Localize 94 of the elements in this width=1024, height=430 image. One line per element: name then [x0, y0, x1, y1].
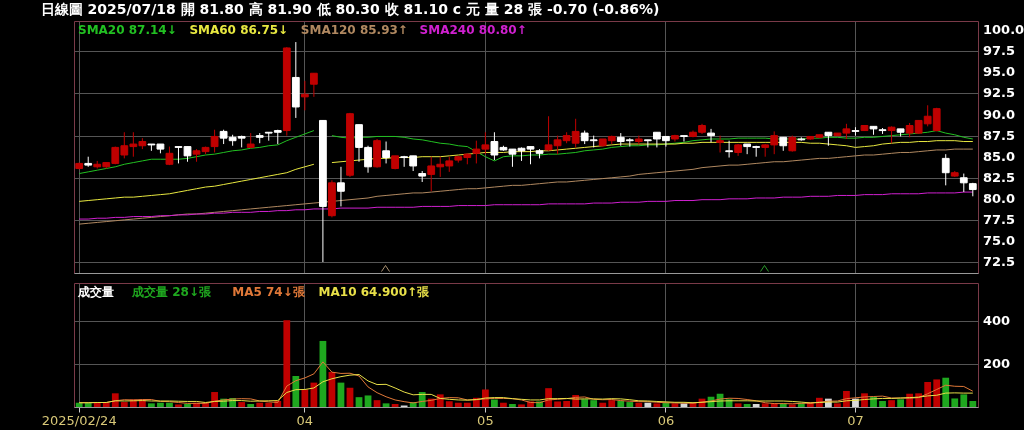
bar [301, 389, 309, 407]
y-tick-label: 100.0 [983, 22, 1024, 38]
text: SMA20 87.14↓ [78, 23, 177, 37]
bar [554, 401, 561, 407]
candlestick [707, 128, 715, 143]
line-series [78, 374, 974, 404]
bar [373, 400, 381, 407]
bar [834, 403, 841, 407]
text: SMA120 85.93↑ [300, 23, 408, 37]
line-series [78, 148, 974, 225]
text: SMA60 86.75↓ [189, 23, 289, 37]
text: MA5 74↓張 [232, 285, 306, 299]
bar [445, 401, 453, 407]
y-tick-label: 80.0 [983, 190, 1016, 206]
bar [463, 402, 471, 407]
bar [175, 404, 182, 407]
bar [391, 404, 399, 407]
bar [788, 404, 796, 407]
bar [84, 402, 92, 407]
bar [743, 404, 751, 407]
bar [148, 403, 155, 407]
bar [247, 404, 255, 407]
bar [265, 402, 273, 407]
chart-title: 日線圖 2025/07/18 開 81.80 高 81.90 低 80.30 收 81.10 c 元 量 28 張 -0.70 (-0.86%) [40, 0, 660, 17]
candlestick [725, 140, 733, 159]
y-tick-label: 77.5 [983, 211, 1016, 227]
bar [563, 401, 570, 407]
bar [888, 400, 895, 407]
bar [644, 402, 652, 407]
bar [897, 399, 904, 407]
text: 成交量 28↓張 [131, 285, 212, 299]
candlestick [382, 141, 390, 164]
candlestick [337, 166, 345, 207]
bar [500, 402, 507, 407]
x-tick-label: 07 [847, 412, 864, 428]
bar [617, 401, 625, 407]
candlestick [680, 135, 688, 143]
bar [292, 376, 300, 407]
bar [752, 404, 760, 407]
y-tick-label: 90.0 [983, 106, 1016, 122]
candlestick [309, 72, 318, 98]
bar [382, 403, 390, 407]
bar [608, 400, 616, 407]
bar [960, 394, 968, 407]
bar [761, 403, 769, 407]
bar [626, 402, 634, 407]
bar [120, 402, 128, 407]
x-tick-label: 05 [477, 412, 494, 428]
y-tick-label: 200 [983, 356, 1011, 372]
y-tick-label: 82.5 [983, 169, 1016, 185]
bar [933, 379, 941, 407]
y-tick-label: 85.0 [983, 148, 1016, 164]
candlestick [959, 173, 968, 193]
bar [491, 399, 498, 407]
x-tick-label: 06 [657, 412, 675, 428]
y-axis-title: 成交量 [77, 285, 114, 299]
bar [590, 400, 598, 407]
bar [635, 402, 643, 407]
bar [75, 402, 83, 407]
y-tick-label: 75.0 [983, 232, 1016, 248]
y-tick-label: 87.5 [983, 127, 1016, 143]
y-tick-label: 97.5 [983, 43, 1016, 59]
x-tick-label: 2025/02/24 [41, 412, 117, 428]
x-tick-label: 04 [296, 412, 314, 428]
y-tick-label: 72.5 [983, 254, 1016, 270]
bar [969, 401, 977, 407]
candlestick [210, 129, 219, 153]
bar [238, 402, 246, 407]
text: MA10 64.900↑張 [318, 285, 431, 299]
candlestick [300, 80, 309, 111]
bar [364, 395, 372, 407]
candlestick [941, 153, 950, 186]
bar [454, 402, 462, 407]
bar [509, 404, 516, 407]
bar [599, 402, 607, 407]
text: SMA240 80.80↑ [419, 23, 527, 37]
bar [256, 402, 264, 407]
bar [157, 402, 164, 407]
bar [355, 397, 363, 407]
y-tick-label: 92.5 [983, 85, 1016, 101]
bar [951, 398, 959, 407]
bar [102, 402, 110, 407]
bar [734, 403, 742, 407]
bar [310, 382, 318, 407]
bar [166, 402, 173, 407]
bar [879, 401, 886, 407]
bar [518, 404, 525, 407]
bar [653, 403, 661, 407]
candlestick [716, 135, 724, 153]
bar [283, 320, 291, 407]
y-tick-label: 400 [983, 313, 1011, 329]
bar [184, 404, 191, 407]
y-tick-label: 95.0 [983, 64, 1016, 80]
bar [915, 393, 923, 407]
